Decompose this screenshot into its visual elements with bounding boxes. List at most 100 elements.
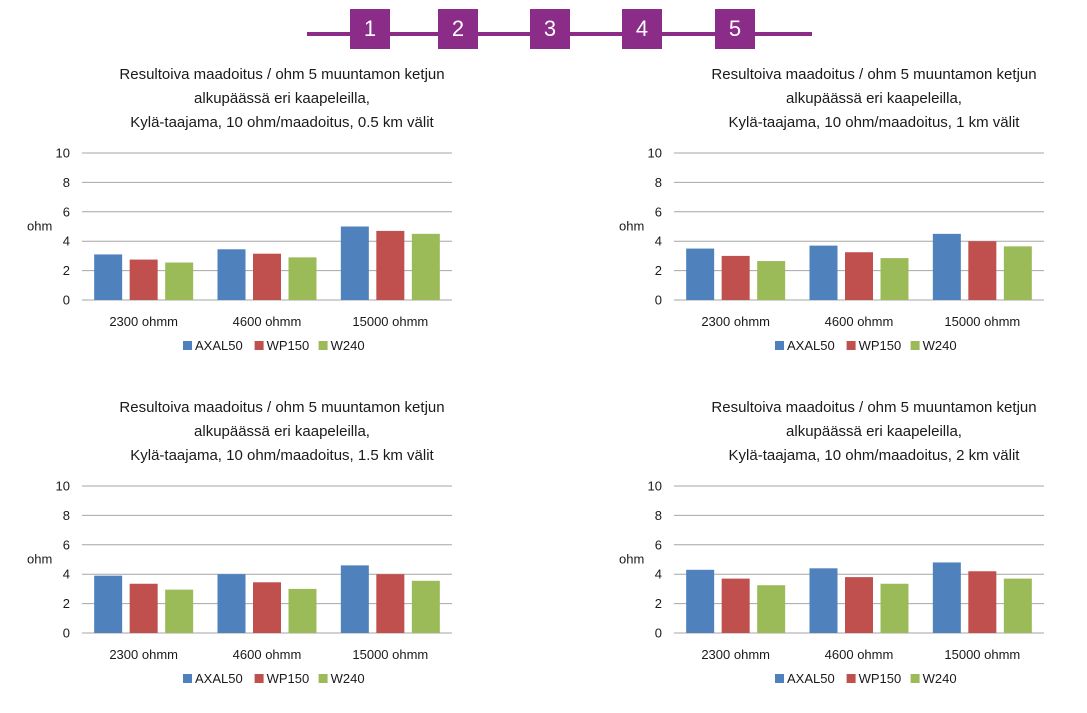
legend-label: WP150 (859, 671, 902, 686)
bar-axal50 (686, 569, 715, 633)
legend-label: W240 (923, 671, 957, 686)
x-tick-label: 2300 ohmm (109, 314, 178, 329)
y-tick-label: 4 (63, 234, 70, 249)
chart-2km: Resultoiva maadoitus / ohm 5 muuntamon k… (619, 399, 1044, 686)
chart-0.5km: Resultoiva maadoitus / ohm 5 muuntamon k… (27, 66, 452, 353)
bar-w240 (757, 261, 786, 300)
bar-wp150 (968, 571, 997, 633)
y-tick-label: 2 (63, 263, 70, 278)
x-tick-label: 4600 ohmm (825, 314, 894, 329)
bar-w240 (288, 257, 317, 300)
bar-axal50 (809, 245, 838, 300)
x-tick-label: 4600 ohmm (233, 647, 302, 662)
x-tick-label: 4600 ohmm (233, 314, 302, 329)
step-1-button[interactable]: 1 (350, 9, 390, 49)
bar-axal50 (94, 575, 123, 633)
legend-label: W240 (331, 338, 365, 353)
bar-w240 (1003, 246, 1032, 300)
chart-title-line: Resultoiva maadoitus / ohm 5 muuntamon k… (711, 399, 1036, 416)
legend-label: AXAL50 (787, 338, 835, 353)
y-tick-label: 8 (63, 175, 70, 190)
y-tick-label: 0 (63, 293, 70, 308)
legend-label: WP150 (267, 338, 310, 353)
chart-title-line: Resultoiva maadoitus / ohm 5 muuntamon k… (119, 66, 444, 83)
y-tick-label: 4 (655, 234, 662, 249)
y-tick-label: 10 (648, 479, 662, 494)
step-4-button[interactable]: 4 (622, 9, 662, 49)
bar-w240 (288, 588, 317, 633)
y-tick-label: 8 (655, 508, 662, 523)
chart-1km: Resultoiva maadoitus / ohm 5 muuntamon k… (619, 66, 1044, 353)
chart-title-line: Kylä-taajama, 10 ohm/maadoitus, 1 km väl… (729, 114, 1021, 131)
bar-axal50 (932, 233, 961, 300)
bar-wp150 (721, 255, 750, 300)
legend-swatch-axal50 (775, 674, 784, 683)
legend-swatch-axal50 (775, 341, 784, 350)
bar-wp150 (968, 241, 997, 300)
bar-w240 (165, 262, 194, 300)
step-navigator: 1 2 3 4 5 (0, 0, 1087, 50)
bar-w240 (165, 589, 194, 633)
bar-axal50 (217, 574, 246, 633)
legend-swatch-wp150 (254, 341, 264, 350)
legend-label: AXAL50 (195, 338, 243, 353)
legend-swatch-w240 (318, 341, 328, 350)
legend-swatch-wp150 (254, 674, 264, 683)
step-3-button[interactable]: 3 (530, 9, 570, 49)
y-tick-label: 0 (655, 293, 662, 308)
y-tick-label: 10 (56, 146, 70, 161)
y-axis-label: ohm (619, 219, 644, 234)
chart-title-line: Kylä-taajama, 10 ohm/maadoitus, 2 km väl… (729, 447, 1021, 464)
legend-label: AXAL50 (787, 671, 835, 686)
x-tick-label: 2300 ohmm (701, 314, 770, 329)
legend-label: W240 (331, 671, 365, 686)
y-tick-label: 2 (63, 596, 70, 611)
legend-label: AXAL50 (195, 671, 243, 686)
bar-axal50 (686, 248, 715, 300)
chart-1.5km: Resultoiva maadoitus / ohm 5 muuntamon k… (27, 399, 452, 686)
bar-wp150 (721, 578, 750, 633)
bar-wp150 (253, 253, 281, 300)
bar-w240 (411, 580, 440, 633)
legend-swatch-axal50 (183, 341, 192, 350)
y-axis-label: ohm (27, 552, 52, 567)
legend-swatch-w240 (910, 341, 920, 350)
legend-label: WP150 (859, 338, 902, 353)
y-tick-label: 2 (655, 263, 662, 278)
legend-swatch-w240 (318, 674, 328, 683)
x-tick-label: 15000 ohmm (352, 647, 428, 662)
chart-title-line: alkupäässä eri kaapeleilla, (194, 423, 370, 440)
x-tick-label: 15000 ohmm (944, 647, 1020, 662)
step-5-button[interactable]: 5 (715, 9, 755, 49)
bar-wp150 (845, 577, 873, 633)
x-tick-label: 2300 ohmm (109, 647, 178, 662)
y-tick-label: 4 (63, 567, 70, 582)
x-tick-label: 15000 ohmm (352, 314, 428, 329)
y-tick-label: 8 (63, 508, 70, 523)
y-tick-label: 0 (63, 626, 70, 641)
x-tick-label: 4600 ohmm (825, 647, 894, 662)
bar-w240 (880, 583, 909, 633)
y-tick-label: 6 (655, 204, 662, 219)
legend-swatch-wp150 (846, 341, 856, 350)
bar-w240 (757, 585, 786, 633)
y-tick-label: 6 (655, 537, 662, 552)
chart-title-line: alkupäässä eri kaapeleilla, (786, 90, 962, 107)
chart-title-line: alkupäässä eri kaapeleilla, (194, 90, 370, 107)
chart-title-line: Kylä-taajama, 10 ohm/maadoitus, 1.5 km v… (130, 447, 434, 464)
bar-w240 (1003, 578, 1032, 633)
legend-label: W240 (923, 338, 957, 353)
y-axis-label: ohm (619, 552, 644, 567)
bar-axal50 (932, 562, 961, 633)
step-2-button[interactable]: 2 (438, 9, 478, 49)
y-tick-label: 2 (655, 596, 662, 611)
y-tick-label: 4 (655, 567, 662, 582)
y-tick-label: 6 (63, 204, 70, 219)
bar-wp150 (129, 583, 158, 633)
bar-axal50 (340, 565, 369, 633)
legend-label: WP150 (267, 671, 310, 686)
bar-wp150 (845, 252, 873, 300)
bar-w240 (411, 233, 440, 300)
bar-wp150 (376, 574, 405, 633)
bar-wp150 (376, 230, 405, 300)
